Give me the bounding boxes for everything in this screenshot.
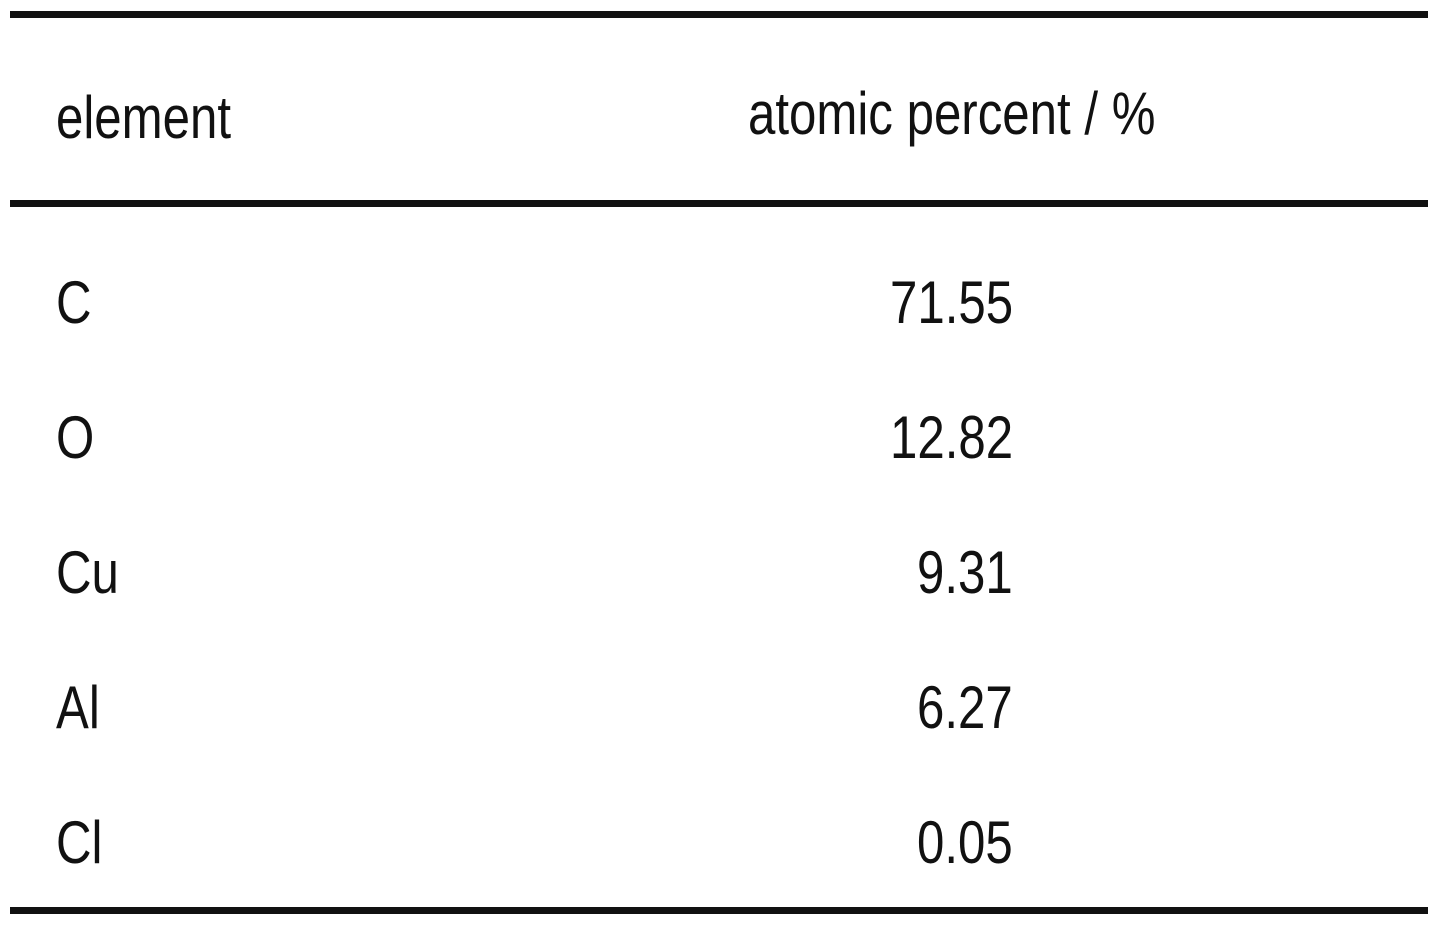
- header-rule: [10, 200, 1428, 207]
- element-cell: Cu: [56, 539, 119, 606]
- header-cell: atomic percent / %: [748, 80, 1156, 147]
- top-rule: [10, 11, 1428, 18]
- value-cell: 0.05: [917, 809, 1013, 876]
- bottom-rule: [10, 907, 1428, 914]
- element-cell: Cl: [56, 809, 103, 876]
- value-cell: 9.31: [917, 539, 1013, 606]
- value-cell: 71.55: [889, 269, 1013, 336]
- element-cell: Al: [56, 674, 100, 741]
- element-cell: O: [56, 404, 95, 471]
- element-cell: C: [56, 269, 92, 336]
- value-cell: 6.27: [917, 674, 1013, 741]
- value-cell: 12.82: [889, 404, 1013, 471]
- header-cell: element: [56, 84, 232, 151]
